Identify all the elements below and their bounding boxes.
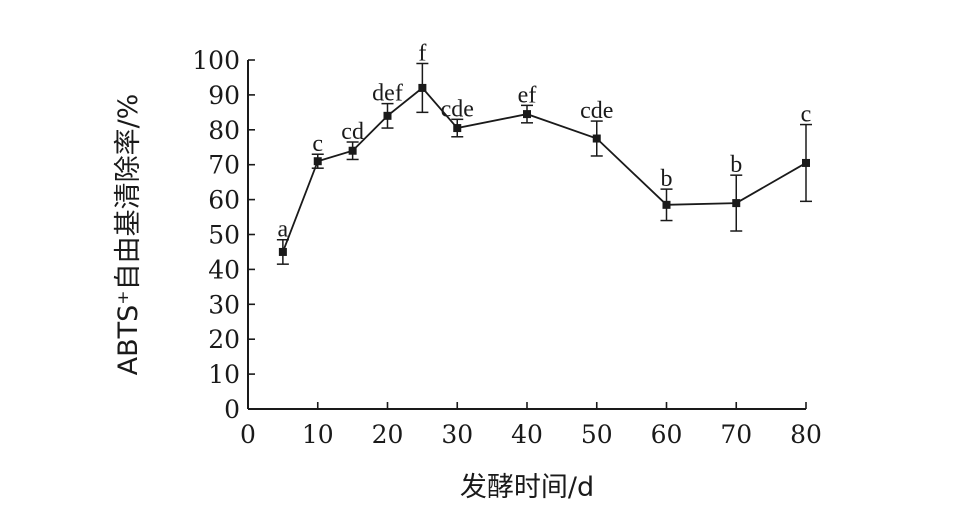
significance-label: c bbox=[801, 102, 812, 128]
y-ticks: 0 10 20 30 40 50 60 70 80 90 100 bbox=[192, 46, 255, 424]
data-point bbox=[383, 111, 392, 120]
significance-label: cde bbox=[441, 96, 474, 122]
y-tick-label: 90 bbox=[208, 81, 240, 110]
series-line bbox=[282, 86, 807, 253]
y-tick-label: 70 bbox=[208, 151, 240, 180]
y-tick-label: 80 bbox=[208, 116, 240, 145]
data-point bbox=[802, 158, 810, 167]
y-tick-label: 50 bbox=[208, 221, 240, 250]
x-axis-title: 发酵时间/d bbox=[460, 472, 594, 503]
data-point bbox=[313, 157, 322, 166]
data-point bbox=[523, 110, 531, 119]
data-point bbox=[348, 146, 357, 155]
significance-label: def bbox=[372, 81, 403, 107]
y-tick-label: 40 bbox=[208, 255, 240, 284]
significance-label: ef bbox=[518, 82, 537, 108]
data-point bbox=[662, 200, 671, 209]
data-point bbox=[278, 247, 287, 256]
x-tick-label: 60 bbox=[651, 420, 683, 449]
significance-label: f bbox=[418, 40, 426, 66]
significance-label: b bbox=[661, 166, 673, 192]
data-point bbox=[453, 124, 462, 133]
x-tick-label: 40 bbox=[511, 420, 543, 449]
y-tick-label: 10 bbox=[208, 360, 240, 389]
x-tick-label: 20 bbox=[372, 420, 404, 449]
y-tick-label: 30 bbox=[208, 290, 240, 319]
significance-label: cde bbox=[580, 98, 613, 124]
x-ticks: 0 10 20 30 40 50 60 70 80 bbox=[240, 402, 822, 449]
x-tick-label: 70 bbox=[720, 420, 752, 449]
data-point bbox=[418, 83, 427, 92]
significance-label: cd bbox=[341, 119, 364, 145]
y-tick-label: 60 bbox=[208, 186, 240, 215]
x-tick-label: 10 bbox=[302, 420, 334, 449]
y-tick-label: 20 bbox=[208, 325, 240, 354]
data-point bbox=[592, 134, 601, 143]
y-tick-label: 100 bbox=[192, 46, 240, 75]
significance-label: c bbox=[312, 131, 323, 157]
data-point bbox=[732, 199, 741, 208]
y-tick-label: 0 bbox=[224, 395, 240, 424]
x-tick-label: 0 bbox=[240, 420, 256, 449]
x-tick-label: 50 bbox=[581, 420, 613, 449]
axes: 0 10 20 30 40 50 60 70 80 0 10 20 30 40 50 60 70 80 90 100 bbox=[192, 46, 822, 449]
x-tick-label: 30 bbox=[441, 420, 473, 449]
y-axis-title: ABTS⁺自由基清除率/% bbox=[113, 94, 144, 376]
significance-label: a bbox=[278, 217, 289, 243]
significance-label: b bbox=[730, 152, 742, 178]
x-tick-label: 80 bbox=[790, 420, 822, 449]
